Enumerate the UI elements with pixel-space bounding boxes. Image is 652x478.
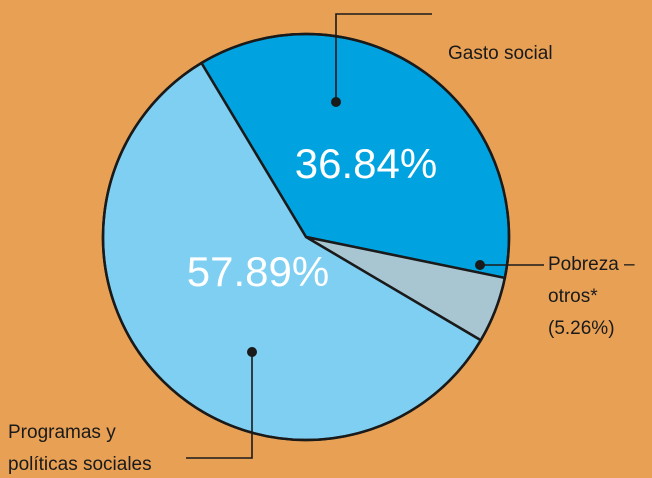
leader-dot-pobreza xyxy=(475,260,485,270)
leader-dot-gasto-social xyxy=(331,97,341,107)
leader-line-programas xyxy=(186,352,253,459)
leader-lines xyxy=(186,13,544,459)
label-gasto-social: Gasto social xyxy=(448,43,553,64)
pie-slices xyxy=(101,32,511,442)
label-programas-line2: políticas sociales xyxy=(8,454,152,475)
leader-line-gasto-social xyxy=(335,13,432,102)
pct-label-gasto-social: 36.84% xyxy=(295,140,437,187)
label-pobreza-line3: (5.26%) xyxy=(548,318,615,339)
pct-label-programas: 57.89% xyxy=(187,248,329,295)
label-programas-line1: Programas y xyxy=(8,422,116,443)
pie-outline xyxy=(101,32,511,442)
leader-dot-programas xyxy=(247,347,257,357)
label-pobreza-line2: otros* xyxy=(548,286,598,307)
label-pobreza-line1: Pobreza – xyxy=(548,254,635,275)
